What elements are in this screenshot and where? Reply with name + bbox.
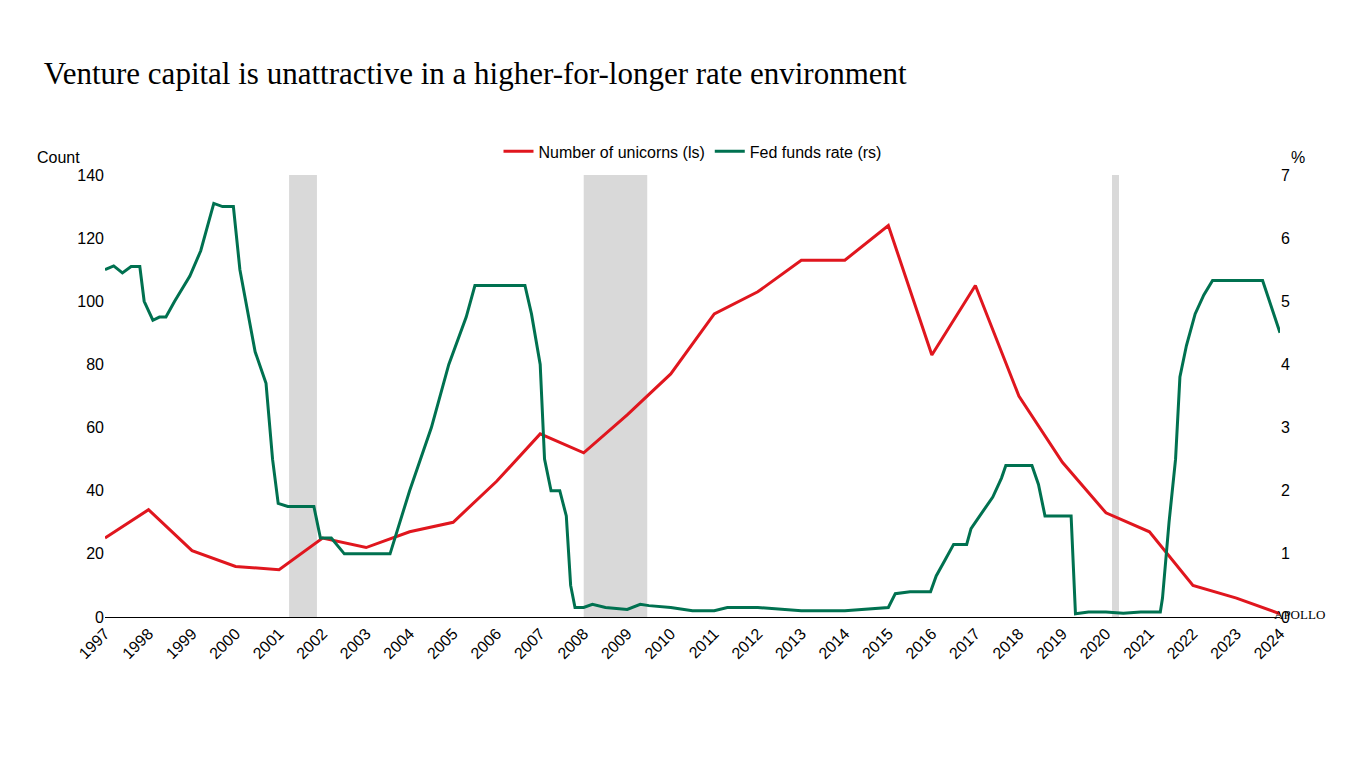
svg-text:2018: 2018 bbox=[989, 625, 1026, 662]
svg-text:2008: 2008 bbox=[554, 625, 591, 662]
svg-text:100: 100 bbox=[77, 293, 104, 310]
svg-text:2023: 2023 bbox=[1207, 625, 1244, 662]
svg-text:2016: 2016 bbox=[902, 625, 939, 662]
svg-text:2010: 2010 bbox=[641, 625, 678, 662]
svg-text:0: 0 bbox=[1281, 609, 1290, 626]
svg-text:7: 7 bbox=[1281, 167, 1290, 184]
svg-text:2021: 2021 bbox=[1120, 625, 1157, 662]
svg-text:2007: 2007 bbox=[511, 625, 548, 662]
svg-text:40: 40 bbox=[86, 482, 104, 499]
svg-text:140: 140 bbox=[77, 167, 104, 184]
svg-text:2024: 2024 bbox=[1251, 625, 1288, 662]
svg-text:%: % bbox=[1291, 149, 1305, 166]
svg-text:2005: 2005 bbox=[424, 625, 461, 662]
svg-text:1: 1 bbox=[1281, 545, 1290, 562]
svg-text:5: 5 bbox=[1281, 293, 1290, 310]
svg-text:20: 20 bbox=[86, 545, 104, 562]
svg-text:2000: 2000 bbox=[206, 625, 243, 662]
svg-text:2015: 2015 bbox=[859, 625, 896, 662]
svg-text:2002: 2002 bbox=[293, 625, 330, 662]
svg-text:3: 3 bbox=[1281, 419, 1290, 436]
svg-text:2020: 2020 bbox=[1077, 625, 1114, 662]
svg-text:1998: 1998 bbox=[119, 625, 156, 662]
svg-text:Count: Count bbox=[37, 149, 80, 166]
svg-text:Number of unicorns (ls): Number of unicorns (ls) bbox=[539, 144, 705, 161]
svg-text:Fed funds rate (rs): Fed funds rate (rs) bbox=[750, 144, 882, 161]
svg-text:2014: 2014 bbox=[815, 625, 852, 662]
svg-text:2017: 2017 bbox=[946, 625, 983, 662]
svg-text:0: 0 bbox=[95, 609, 104, 626]
svg-text:2013: 2013 bbox=[772, 625, 809, 662]
svg-text:2006: 2006 bbox=[467, 625, 504, 662]
svg-text:2001: 2001 bbox=[250, 625, 287, 662]
svg-text:2011: 2011 bbox=[686, 625, 722, 661]
svg-text:6: 6 bbox=[1281, 230, 1290, 247]
svg-text:2022: 2022 bbox=[1164, 625, 1201, 662]
svg-text:60: 60 bbox=[86, 419, 104, 436]
svg-text:2004: 2004 bbox=[380, 625, 417, 662]
svg-text:2012: 2012 bbox=[728, 625, 765, 662]
svg-text:1997: 1997 bbox=[76, 625, 113, 662]
svg-text:120: 120 bbox=[77, 230, 104, 247]
svg-text:4: 4 bbox=[1281, 356, 1290, 373]
svg-text:80: 80 bbox=[86, 356, 104, 373]
svg-text:1999: 1999 bbox=[163, 625, 200, 662]
svg-text:APOLLO: APOLLO bbox=[1274, 607, 1325, 622]
svg-text:2: 2 bbox=[1281, 482, 1290, 499]
svg-text:Venture capital is unattractiv: Venture capital is unattractive in a hig… bbox=[44, 56, 907, 91]
svg-text:2019: 2019 bbox=[1033, 625, 1070, 662]
svg-text:2009: 2009 bbox=[598, 625, 635, 662]
svg-text:2003: 2003 bbox=[337, 625, 374, 662]
